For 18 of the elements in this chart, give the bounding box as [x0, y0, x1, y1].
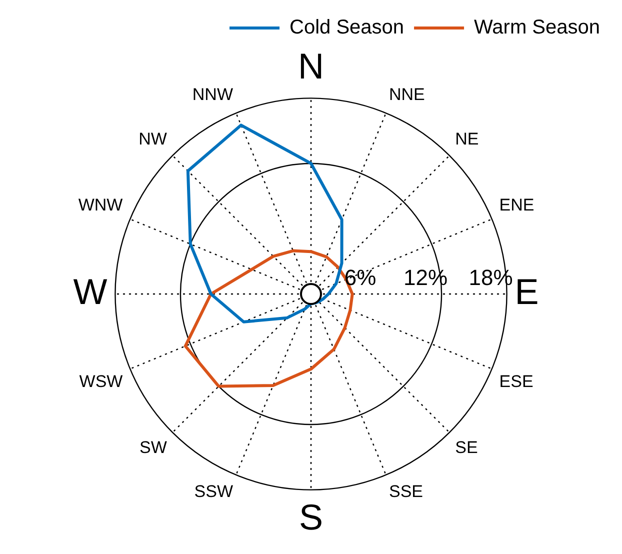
spoke-label: S	[298, 496, 324, 538]
spoke-label: W	[73, 270, 108, 312]
spoke-label: WSW	[79, 372, 123, 391]
spoke-label: SE	[455, 438, 478, 457]
spoke-label: ENE	[499, 195, 534, 214]
spoke-label: SSW	[194, 482, 234, 502]
spoke-label: NW	[138, 129, 167, 148]
legend-label: Warm Season	[474, 16, 600, 39]
spoke-label: NE	[455, 129, 479, 148]
spoke-label: N	[298, 46, 324, 87]
spoke-label: SW	[140, 438, 167, 457]
spoke-label: NNE	[388, 85, 425, 104]
spoke-label: WNW	[78, 195, 123, 214]
spoke-label: SSE	[388, 482, 424, 502]
legend-label: Cold Season	[290, 16, 404, 39]
spoke-label: NNW	[192, 85, 234, 104]
spoke-label: ESE	[499, 372, 534, 391]
spoke-label: E	[514, 270, 539, 312]
